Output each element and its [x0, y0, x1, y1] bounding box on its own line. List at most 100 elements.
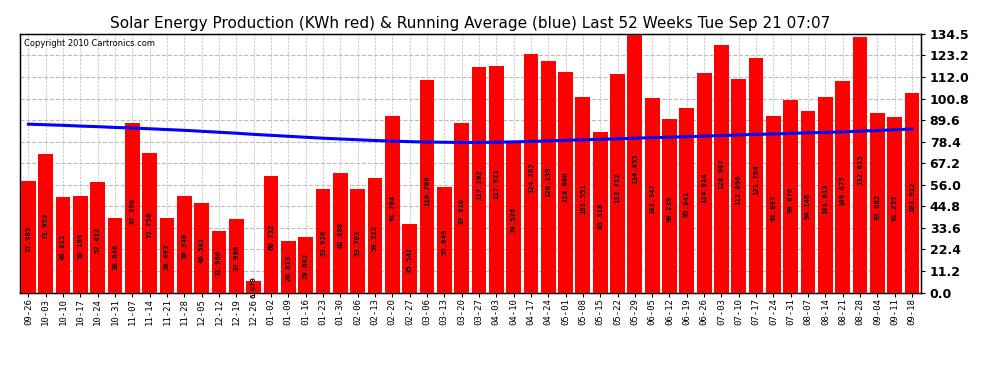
Text: 28.602: 28.602 [303, 253, 309, 279]
Bar [194, 203, 209, 292]
Text: 60.732: 60.732 [268, 223, 274, 249]
Text: 128.907: 128.907 [719, 158, 725, 189]
Text: 91.255: 91.255 [892, 195, 898, 221]
Bar [55, 196, 70, 292]
Text: 120.139: 120.139 [545, 166, 551, 197]
Text: 50.165: 50.165 [77, 233, 83, 259]
Text: 117.921: 117.921 [493, 168, 499, 199]
Bar [905, 93, 920, 292]
Text: 90.239: 90.239 [666, 196, 672, 222]
Text: 55.049: 55.049 [442, 228, 447, 255]
Bar [143, 153, 157, 292]
Bar [21, 181, 36, 292]
Text: 111.096: 111.096 [736, 175, 742, 205]
Bar [801, 111, 816, 292]
Bar [610, 74, 625, 292]
Bar [125, 123, 140, 292]
Text: 91.764: 91.764 [389, 195, 395, 221]
Text: 62.080: 62.080 [338, 222, 344, 248]
Bar [454, 123, 469, 292]
Text: 71.953: 71.953 [43, 213, 49, 239]
Bar [662, 119, 677, 292]
Title: Solar Energy Production (KWh red) & Running Average (blue) Last 52 Weeks Tue Sep: Solar Energy Production (KWh red) & Runn… [110, 16, 831, 31]
Text: 53.926: 53.926 [320, 230, 326, 256]
Bar [73, 196, 88, 292]
Bar [350, 189, 365, 292]
Bar [541, 62, 555, 292]
Bar [177, 196, 192, 292]
Text: Copyright 2010 Cartronics.com: Copyright 2010 Cartronics.com [25, 39, 155, 48]
Text: 132.615: 132.615 [857, 155, 863, 185]
Bar [385, 116, 400, 292]
Text: 93.082: 93.082 [874, 194, 880, 220]
Bar [367, 178, 382, 292]
Bar [748, 58, 763, 292]
Bar [39, 154, 53, 292]
Text: 26.813: 26.813 [285, 255, 291, 281]
Text: 114.600: 114.600 [562, 171, 568, 202]
Bar [732, 79, 746, 292]
Bar [679, 108, 694, 292]
Text: 110.708: 110.708 [424, 175, 430, 206]
Text: 114.014: 114.014 [701, 172, 707, 202]
Bar [818, 97, 833, 292]
Text: 95.841: 95.841 [684, 191, 690, 217]
Text: 113.712: 113.712 [615, 172, 621, 203]
Text: 87.990: 87.990 [130, 198, 136, 224]
Text: 37.969: 37.969 [234, 244, 240, 271]
Text: 53.703: 53.703 [354, 230, 360, 256]
Bar [697, 73, 712, 292]
Bar [575, 97, 590, 292]
Text: 101.613: 101.613 [823, 183, 829, 214]
Bar [714, 45, 729, 292]
Bar [263, 176, 278, 292]
Text: 87.910: 87.910 [458, 198, 464, 225]
Text: 103.912: 103.912 [909, 181, 915, 212]
Bar [489, 66, 504, 292]
Bar [108, 218, 123, 292]
Bar [471, 67, 486, 292]
Text: 35.542: 35.542 [407, 246, 413, 273]
Bar [524, 54, 539, 292]
Bar [402, 224, 417, 292]
Text: 38.493: 38.493 [164, 244, 170, 270]
Text: 83.318: 83.318 [597, 202, 603, 229]
Bar [870, 113, 885, 292]
Bar [247, 281, 261, 292]
Text: 101.551: 101.551 [580, 183, 586, 214]
Bar [333, 173, 347, 292]
Bar [593, 132, 608, 292]
Text: 117.202: 117.202 [476, 169, 482, 200]
Text: 99.876: 99.876 [788, 187, 794, 213]
Bar [281, 241, 296, 292]
Bar [836, 81, 850, 292]
Bar [852, 38, 867, 292]
Text: 57.412: 57.412 [95, 226, 101, 253]
Bar [783, 100, 798, 292]
Bar [212, 231, 227, 292]
Bar [316, 189, 331, 292]
Text: 38.846: 38.846 [112, 243, 118, 270]
Bar [887, 117, 902, 292]
Text: 101.347: 101.347 [649, 184, 655, 214]
Text: 57.985: 57.985 [26, 226, 32, 252]
Text: 134.455: 134.455 [632, 153, 638, 184]
Text: 91.897: 91.897 [770, 195, 776, 221]
Bar [298, 237, 313, 292]
Bar [159, 219, 174, 292]
Bar [644, 98, 659, 292]
Text: 49.811: 49.811 [60, 233, 66, 260]
Text: 59.522: 59.522 [372, 224, 378, 251]
Bar [558, 72, 573, 292]
Text: 121.764: 121.764 [753, 165, 759, 195]
Bar [90, 182, 105, 292]
Bar [506, 141, 521, 292]
Text: 31.966: 31.966 [216, 250, 222, 276]
Text: 46.501: 46.501 [199, 236, 205, 262]
Bar [628, 34, 643, 292]
Text: 78.526: 78.526 [511, 207, 517, 233]
Bar [420, 80, 435, 292]
Text: 6.079: 6.079 [250, 276, 256, 298]
Bar [437, 187, 451, 292]
Bar [229, 219, 244, 292]
